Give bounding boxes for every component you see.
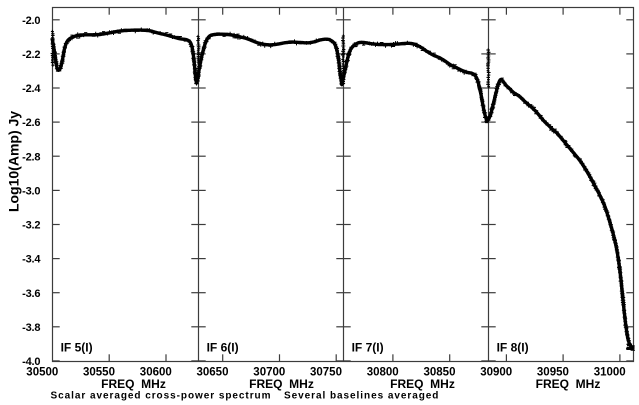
svg-text:IF 7(I): IF 7(I) xyxy=(352,341,384,355)
svg-text:31000: 31000 xyxy=(594,366,626,378)
svg-text:FREQ MHz: FREQ MHz xyxy=(101,377,166,391)
svg-text:Scalar averaged cross-power sp: Scalar averaged cross-power spectrum xyxy=(51,391,272,402)
svg-text:30850: 30850 xyxy=(424,366,456,378)
svg-text:-4.0: -4.0 xyxy=(22,356,40,368)
svg-text:-3.2: -3.2 xyxy=(22,220,40,232)
svg-text:-2.2: -2.2 xyxy=(22,49,40,61)
svg-text:-2.0: -2.0 xyxy=(22,15,40,27)
svg-text:FREQ MHz: FREQ MHz xyxy=(249,377,314,391)
svg-text:IF 5(I): IF 5(I) xyxy=(61,341,93,355)
svg-text:30750: 30750 xyxy=(310,366,342,378)
svg-text:30550: 30550 xyxy=(83,366,115,378)
svg-text:Log10(Amp) Jy: Log10(Amp) Jy xyxy=(5,111,21,212)
svg-text:-3.4: -3.4 xyxy=(22,254,41,266)
svg-text:30650: 30650 xyxy=(197,366,229,378)
svg-text:30700: 30700 xyxy=(253,366,285,378)
svg-text:-3.6: -3.6 xyxy=(22,288,40,300)
svg-text:30600: 30600 xyxy=(140,366,172,378)
svg-text:-2.6: -2.6 xyxy=(22,117,40,129)
svg-text:IF 8(I): IF 8(I) xyxy=(497,341,529,355)
svg-text:30900: 30900 xyxy=(480,366,512,378)
svg-text:Several baselines averaged: Several baselines averaged xyxy=(284,391,439,402)
svg-text:30500: 30500 xyxy=(26,366,58,378)
svg-text:IF 6(I): IF 6(I) xyxy=(207,341,239,355)
svg-text:-2.8: -2.8 xyxy=(22,151,40,163)
svg-text:-3.8: -3.8 xyxy=(22,322,40,334)
svg-text:30800: 30800 xyxy=(367,366,399,378)
svg-text:FREQ MHz: FREQ MHz xyxy=(390,377,455,391)
svg-text:-3.0: -3.0 xyxy=(22,186,40,198)
svg-text:-2.4: -2.4 xyxy=(22,83,41,95)
svg-text:30950: 30950 xyxy=(537,366,569,378)
svg-text:FREQ MHz: FREQ MHz xyxy=(536,377,601,391)
